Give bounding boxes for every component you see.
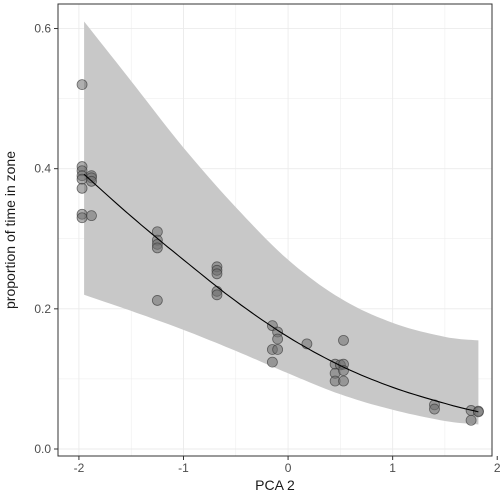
x-axis-title: PCA 2: [255, 477, 295, 493]
y-tick-label: 0.0: [34, 442, 51, 456]
confidence-ribbon: [84, 21, 479, 425]
y-tick-label: 0.6: [34, 22, 51, 36]
data-point: [211, 289, 223, 301]
points-layer: [76, 79, 484, 426]
y-tick-label: 0.2: [34, 302, 51, 316]
data-point: [338, 375, 349, 387]
data-point: [429, 403, 440, 415]
data-point: [338, 334, 349, 346]
data-point: [76, 182, 88, 194]
data-point: [76, 79, 88, 90]
fit-line: [83, 173, 479, 413]
x-tick-label: 0: [285, 461, 292, 475]
data-point: [211, 268, 223, 280]
y-axis: 0.0 0.2 0.4 0.6: [34, 22, 58, 456]
x-axis: -2 -1 0 1 2: [74, 456, 500, 475]
data-point: [86, 210, 97, 222]
data-point: [272, 333, 284, 345]
x-tick-label: -2: [74, 461, 85, 475]
data-point: [151, 295, 163, 306]
data-point: [465, 414, 477, 426]
y-axis-title: proportion of time in zone: [2, 151, 18, 309]
plot-border: [57, 3, 493, 457]
x-tick-label: 1: [389, 461, 396, 475]
x-tick-label: -1: [178, 461, 189, 475]
data-point: [266, 356, 278, 368]
y-tick-label: 0.4: [34, 162, 51, 176]
data-point: [272, 344, 284, 355]
data-point: [76, 212, 88, 224]
data-point: [151, 242, 163, 254]
x-tick-label: 2: [494, 461, 500, 475]
